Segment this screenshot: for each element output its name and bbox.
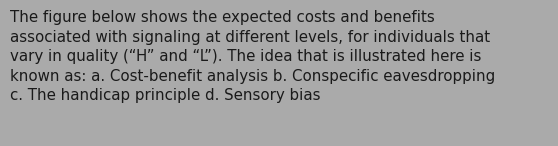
Text: The figure below shows the expected costs and benefits
associated with signaling: The figure below shows the expected cost… [10, 10, 496, 104]
